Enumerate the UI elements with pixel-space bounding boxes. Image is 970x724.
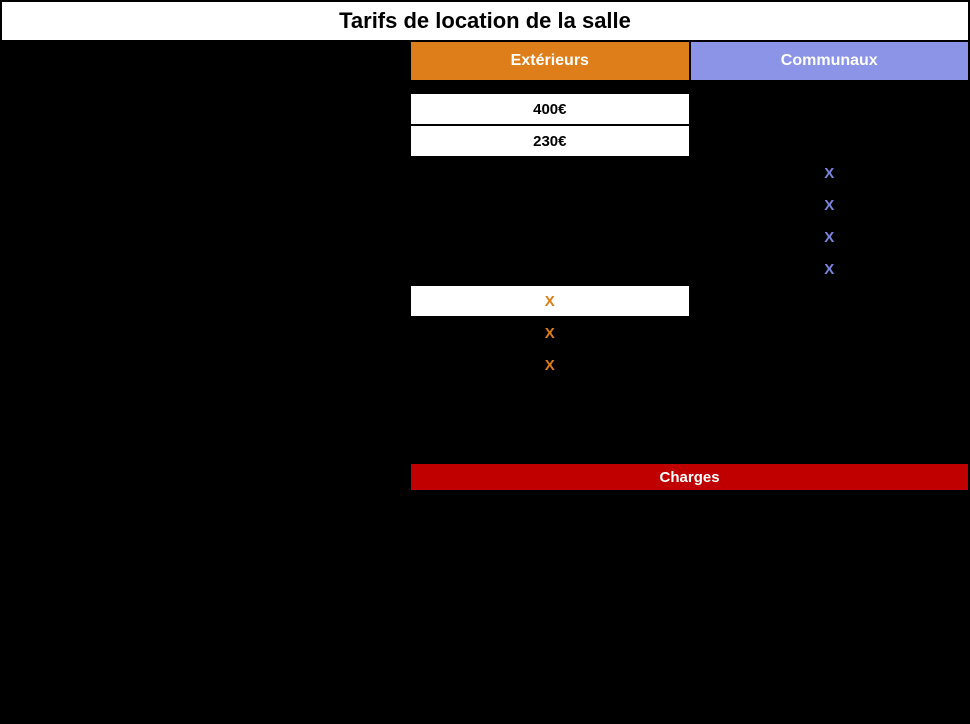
row-label: Association (hors commune)	[1, 381, 410, 413]
cell-ext-x: X	[410, 285, 689, 317]
cell-ext: 300€	[410, 157, 689, 189]
charges-ext: 0,1654€/kWh	[410, 491, 689, 523]
table-title: Tarifs de location de la salle	[1, 1, 969, 41]
charges-com: 0,1565€/kWh	[690, 523, 969, 555]
cell-com-x: X	[690, 189, 969, 221]
charges-label: Électricité	[1, 523, 410, 555]
cell-com: 630€	[690, 349, 969, 381]
charges-label: Chauffage	[1, 491, 410, 523]
charges-ext: 0,1565€/kWh	[410, 523, 689, 555]
cell-ext: 580€	[410, 221, 689, 253]
row-label: 2 journées (samedi et dimanche)	[1, 253, 410, 285]
charges-com: 25€	[690, 555, 969, 587]
cell-com: 570€	[690, 317, 969, 349]
header-blank	[1, 41, 410, 81]
cell-com: 115€	[690, 125, 969, 157]
header-ext: Extérieurs	[410, 41, 689, 81]
charges-label: Vidéo projecteur	[1, 555, 410, 587]
row-label: WE (3 jours vendredi au dimanche)	[1, 285, 410, 317]
pricing-table: Tarifs de location de la salle Extérieur…	[0, 0, 970, 619]
cell-com-x: X	[690, 253, 969, 285]
row-label: 1 journée (repas midi)	[1, 189, 410, 221]
cell-ext: 750€	[410, 253, 689, 285]
cell-ext: 230€	[410, 125, 689, 157]
row-label: 1 journée (réunion)	[1, 157, 410, 189]
cell-com-x: X	[690, 221, 969, 253]
charges-com: 0,1654€/kWh	[690, 491, 969, 523]
header-com: Communaux	[690, 41, 969, 81]
cell-com: 200€	[690, 93, 969, 125]
row-label: Vin d'honneur	[1, 125, 410, 157]
row-label: 4 journées (4 jours consécutifs)	[1, 349, 410, 381]
cell-com: Gratuit	[690, 381, 969, 413]
charges-label: Service traiteur	[1, 587, 410, 619]
cell-com: 500€	[690, 285, 969, 317]
cell-ext: 400€	[410, 93, 689, 125]
charges-ext: 100€	[410, 587, 689, 619]
charges-ext: 50€	[410, 555, 689, 587]
cell-ext: 330€	[410, 381, 689, 413]
cell-com-x: X	[690, 157, 969, 189]
row-label: 3 journées (3 jours consécutifs)	[1, 317, 410, 349]
row-note: → gratuite 1fois/an	[1, 413, 969, 445]
charges-com: 0€	[690, 587, 969, 619]
charges-banner: Charges	[410, 463, 969, 491]
cell-ext: 450€	[410, 189, 689, 221]
row-label: Caution	[1, 93, 410, 125]
cell-ext-x: X	[410, 349, 689, 381]
row-label: 1 journée (repas soirée)	[1, 221, 410, 253]
cell-ext-x: X	[410, 317, 689, 349]
